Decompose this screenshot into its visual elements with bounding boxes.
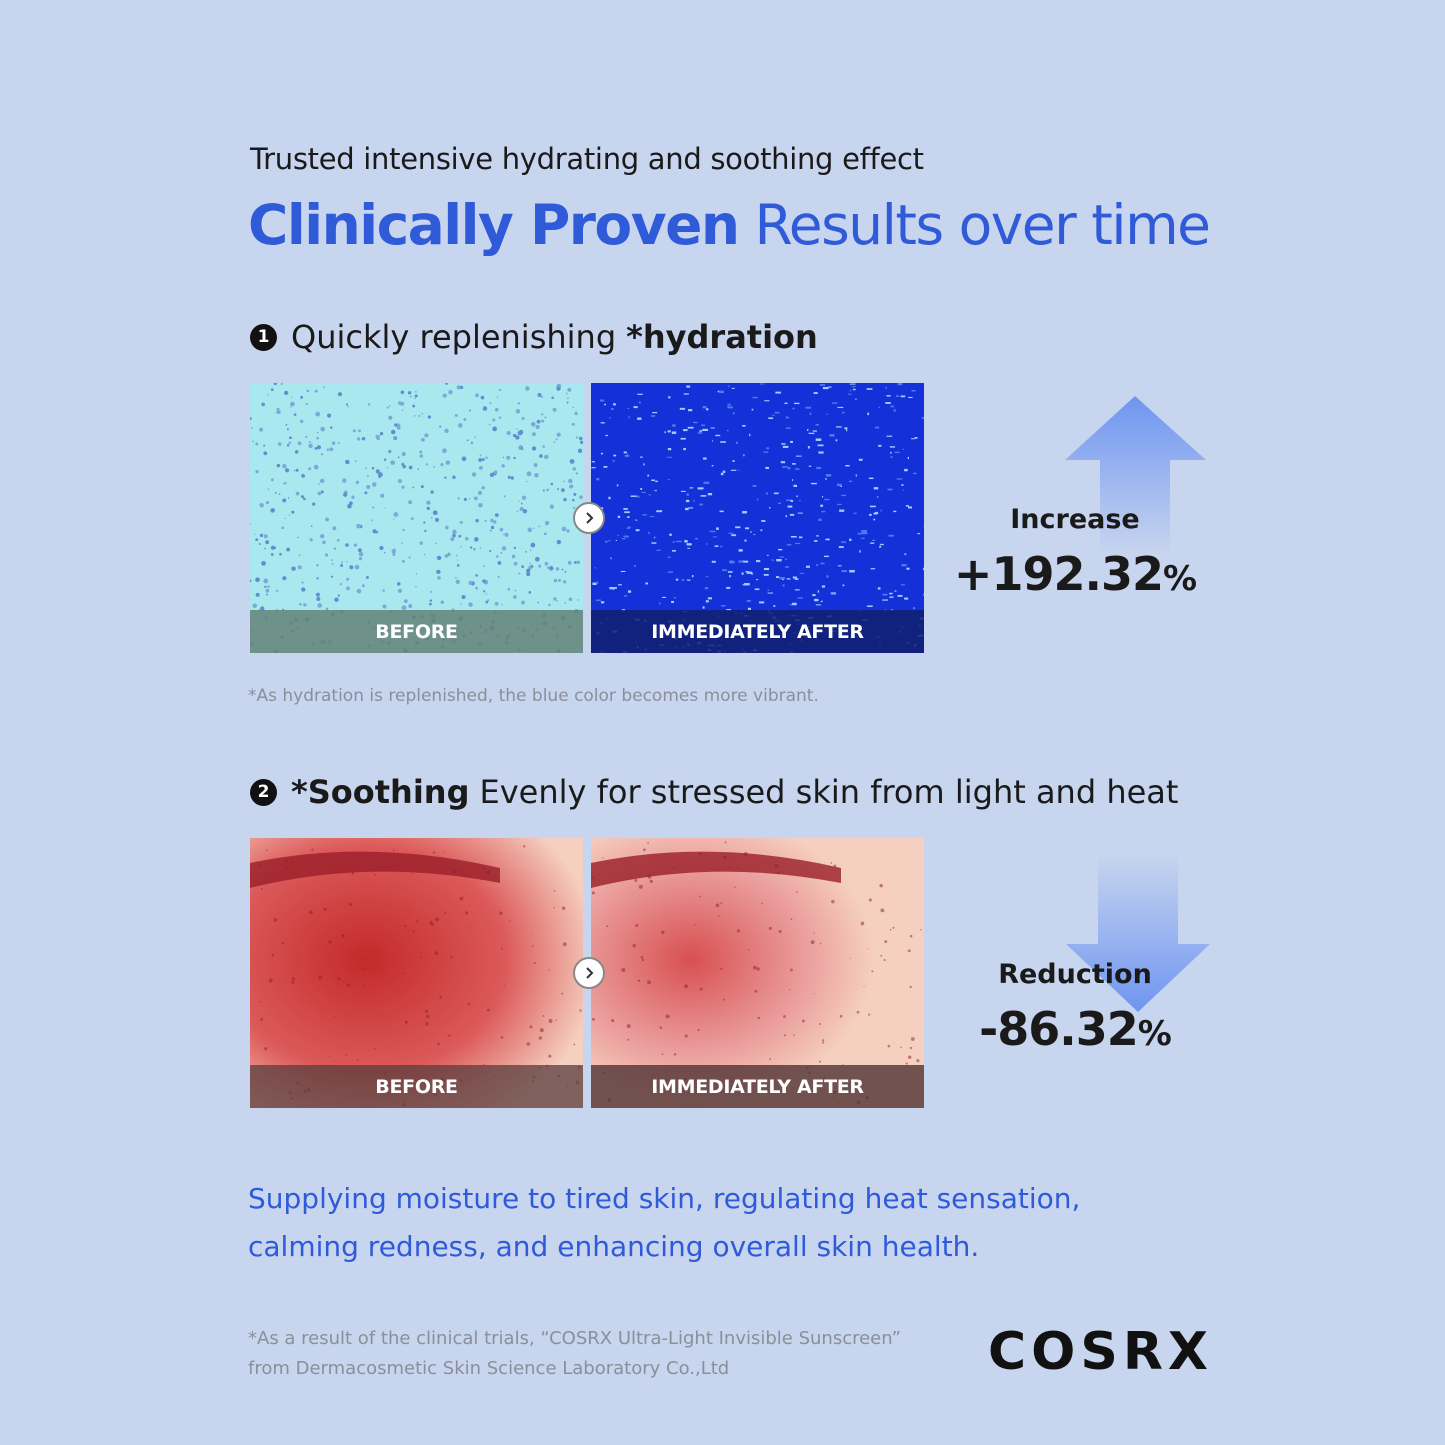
stat-label: Reduction (998, 959, 1152, 990)
footnote: *As a result of the clinical trials, “CO… (248, 1328, 902, 1349)
next-icon (573, 502, 605, 534)
note: *As hydration is replenished, the blue c… (248, 686, 819, 706)
tagline: calming redness, and enhancing overall s… (248, 1230, 980, 1263)
title-bold: Clinically Proven (248, 193, 740, 257)
photo-before: BEFORE (250, 383, 583, 653)
heading-part: *Soothing (291, 773, 470, 811)
photo-after: IMMEDIATELY AFTER (591, 838, 924, 1108)
photo-label: IMMEDIATELY AFTER (591, 610, 924, 653)
stat-value: +192.32 (953, 547, 1164, 601)
heading-part: Evenly for stressed skin from light and … (479, 773, 1179, 811)
stat: +192.32% (925, 547, 1225, 601)
chevron (586, 512, 594, 524)
subtitle: Trusted intensive hydrating and soothing… (250, 142, 924, 176)
tagline: Supplying moisture to tired skin, regula… (248, 1182, 1081, 1215)
next-icon (573, 957, 605, 989)
texture (250, 383, 583, 653)
chevron (586, 967, 594, 979)
texture (591, 383, 924, 653)
photo-after: IMMEDIATELY AFTER (591, 383, 924, 653)
heading-part: *hydration (626, 318, 818, 356)
stat-unit: % (1137, 1014, 1172, 1054)
title-rest: Results over time (754, 193, 1211, 257)
texture (591, 838, 924, 1108)
logo: COSRX (988, 1322, 1213, 1382)
footnote: from Dermacosmetic Skin Science Laborato… (248, 1358, 730, 1379)
section-heading: 2 *Soothing Evenly for stressed skin from … (250, 773, 1178, 811)
stat-unit: % (1162, 559, 1197, 599)
heading-part: Quickly replenishing (291, 318, 617, 356)
marker: 1 (250, 323, 277, 351)
photo-label: BEFORE (250, 1065, 583, 1108)
title: Clinically Proven Results over time (248, 193, 1211, 257)
photo-before: BEFORE (250, 838, 583, 1108)
arrow-up (1065, 396, 1206, 555)
section-heading: 1 Quickly replenishing *hydration (250, 318, 818, 356)
photo-label: IMMEDIATELY AFTER (591, 1065, 924, 1108)
stat-value: -86.32 (979, 1002, 1139, 1056)
stat: -86.32% (925, 1002, 1225, 1056)
marker: 2 (250, 778, 277, 806)
arrow-down (1066, 854, 1210, 1012)
photo-label: BEFORE (250, 610, 583, 653)
stat-label: Increase (1010, 504, 1140, 535)
